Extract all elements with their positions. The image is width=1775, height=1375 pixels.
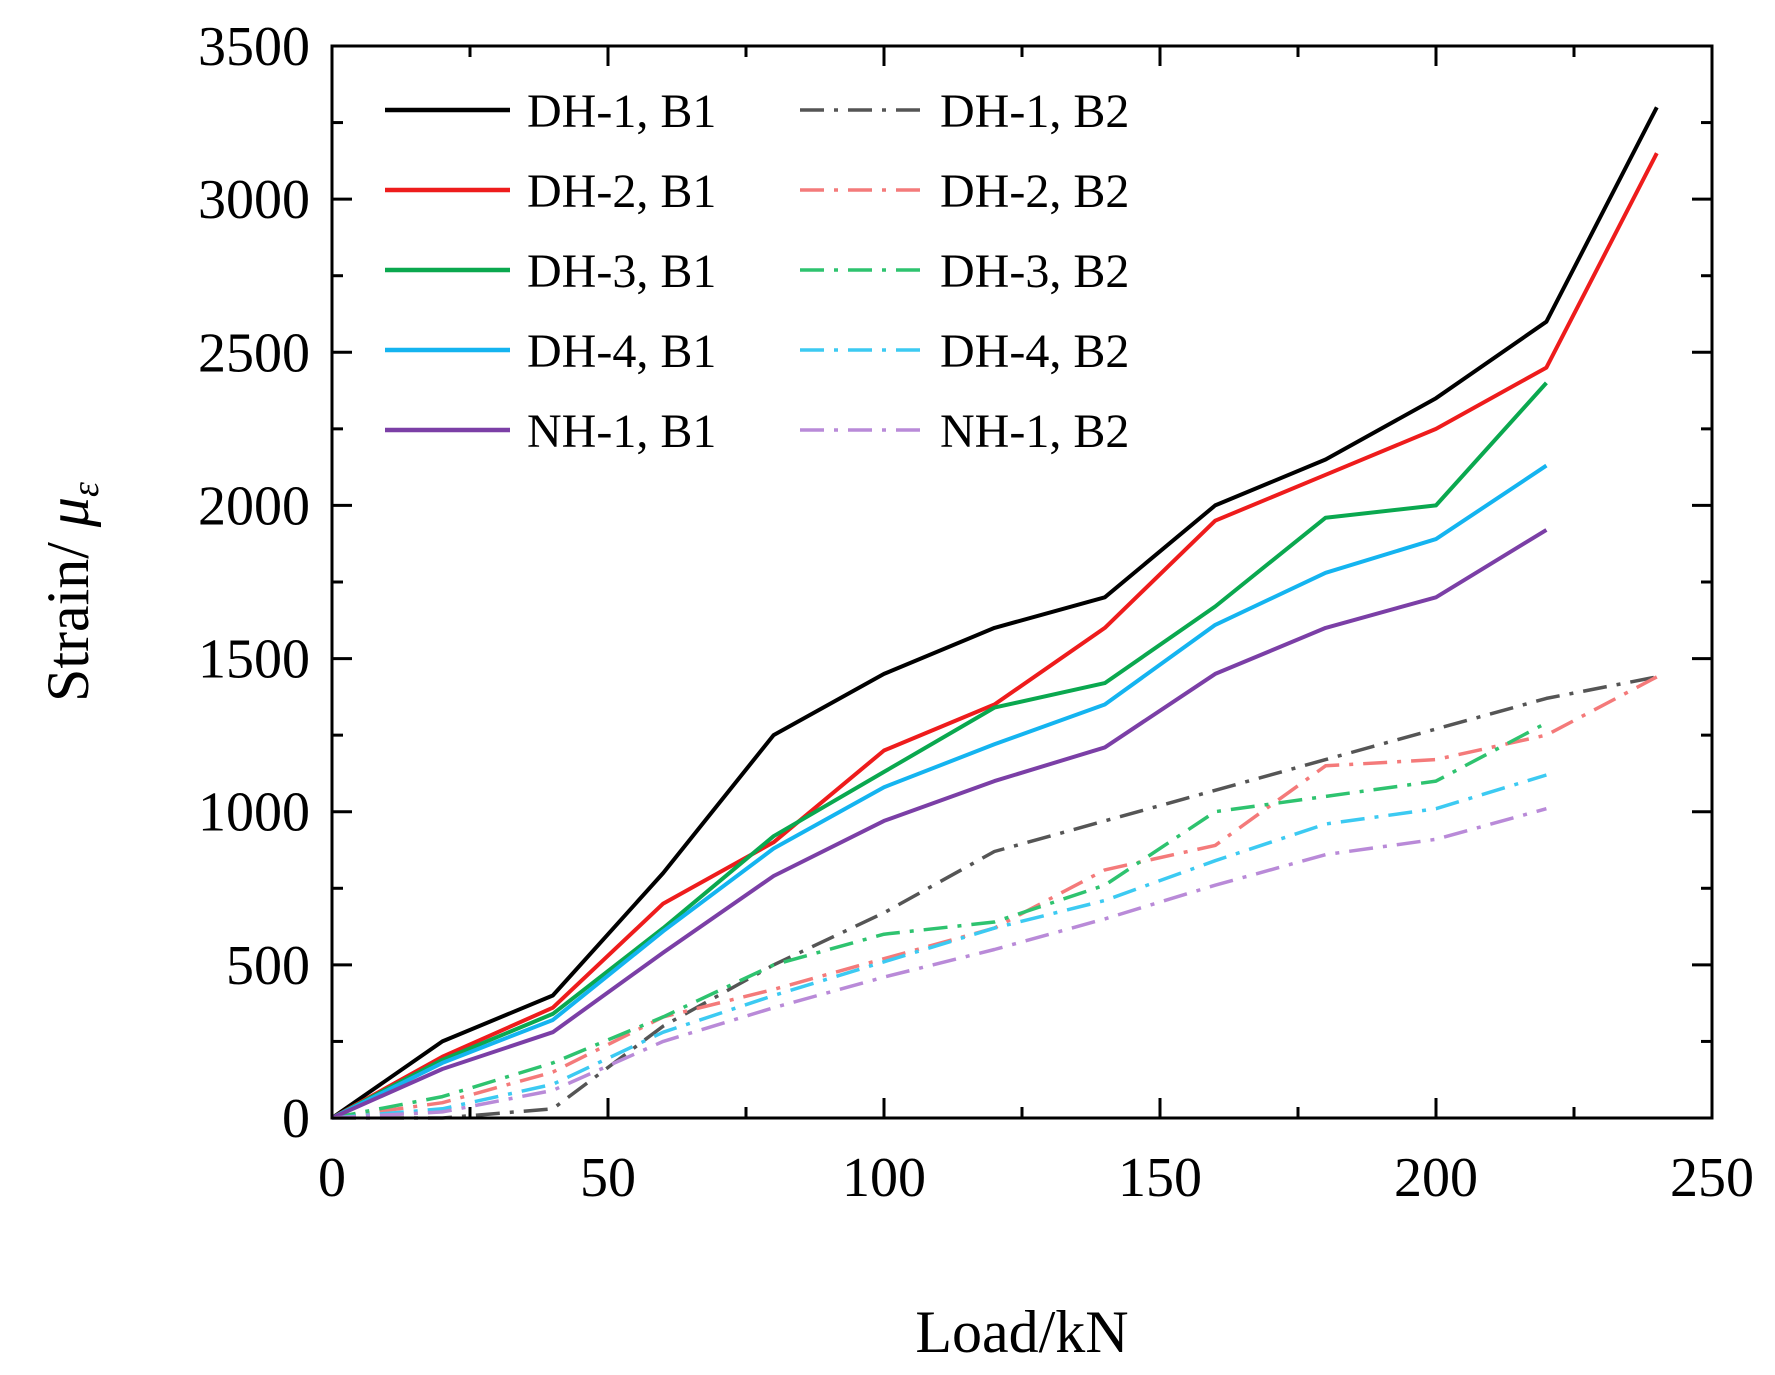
y-axis-title-subscript: ε bbox=[65, 482, 107, 497]
series-line-dh-4-b2 bbox=[331, 773, 1547, 1120]
x-tick-label: 250 bbox=[1670, 1147, 1754, 1209]
y-tick-label: 1000 bbox=[198, 782, 310, 844]
series-line-dh-1-b2 bbox=[332, 675, 1658, 1120]
x-axis-title: Load/kN bbox=[915, 1299, 1128, 1365]
x-tick-label: 0 bbox=[318, 1147, 346, 1209]
legend-label: NH-1, B2 bbox=[940, 405, 1129, 458]
legend-label: DH-4, B2 bbox=[940, 325, 1129, 378]
series-line-dh-4-b1 bbox=[331, 463, 1548, 1120]
series-line-dh-1-b1 bbox=[330, 106, 1659, 1120]
legend-label: DH-1, B1 bbox=[527, 85, 716, 138]
y-tick-label: 2000 bbox=[198, 475, 310, 537]
y-axis-title: Strain/ με bbox=[35, 482, 107, 702]
legend-label: DH-3, B2 bbox=[940, 245, 1129, 298]
x-tick-label: 100 bbox=[842, 1147, 926, 1209]
y-tick-label: 3500 bbox=[198, 16, 310, 78]
x-tick-label: 150 bbox=[1118, 1147, 1202, 1209]
y-axis-title-symbol: μ bbox=[35, 497, 101, 528]
tick-labels: 0 50 100 150 200 2500500100015002000250030003… bbox=[198, 16, 1754, 1209]
y-tick-label: 0 bbox=[282, 1088, 310, 1150]
y-tick-label: 1500 bbox=[198, 629, 310, 691]
series-line-nh-1-b1 bbox=[331, 528, 1548, 1120]
y-axis-title-text: Strain/ bbox=[35, 527, 101, 702]
legend-label: DH-2, B2 bbox=[940, 165, 1129, 218]
series-line-dh-2-b1 bbox=[331, 152, 1659, 1120]
legend-label: NH-1, B1 bbox=[527, 405, 716, 458]
series-line-nh-1-b2 bbox=[331, 807, 1547, 1120]
legend-label: DH-2, B1 bbox=[527, 165, 716, 218]
axis-ticks bbox=[330, 44, 1714, 1120]
legend-label: DH-4, B1 bbox=[527, 325, 716, 378]
y-tick-label: 3000 bbox=[198, 169, 310, 231]
legend-label: DH-3, B1 bbox=[527, 245, 716, 298]
series-line-dh-3-b1 bbox=[331, 381, 1548, 1120]
y-tick-label: 500 bbox=[226, 935, 310, 997]
legend-label: DH-1, B2 bbox=[940, 85, 1129, 138]
x-tick-label: 50 bbox=[580, 1147, 636, 1209]
plot-lines bbox=[330, 106, 1659, 1120]
x-tick-label: 200 bbox=[1394, 1147, 1478, 1209]
y-tick-label: 2500 bbox=[198, 322, 310, 384]
legend: DH-1, B1 DH-2, B1 DH-3, B1 DH-4, B1 NH-1, B1… bbox=[385, 85, 1129, 458]
series-line-dh-3-b2 bbox=[331, 721, 1548, 1120]
